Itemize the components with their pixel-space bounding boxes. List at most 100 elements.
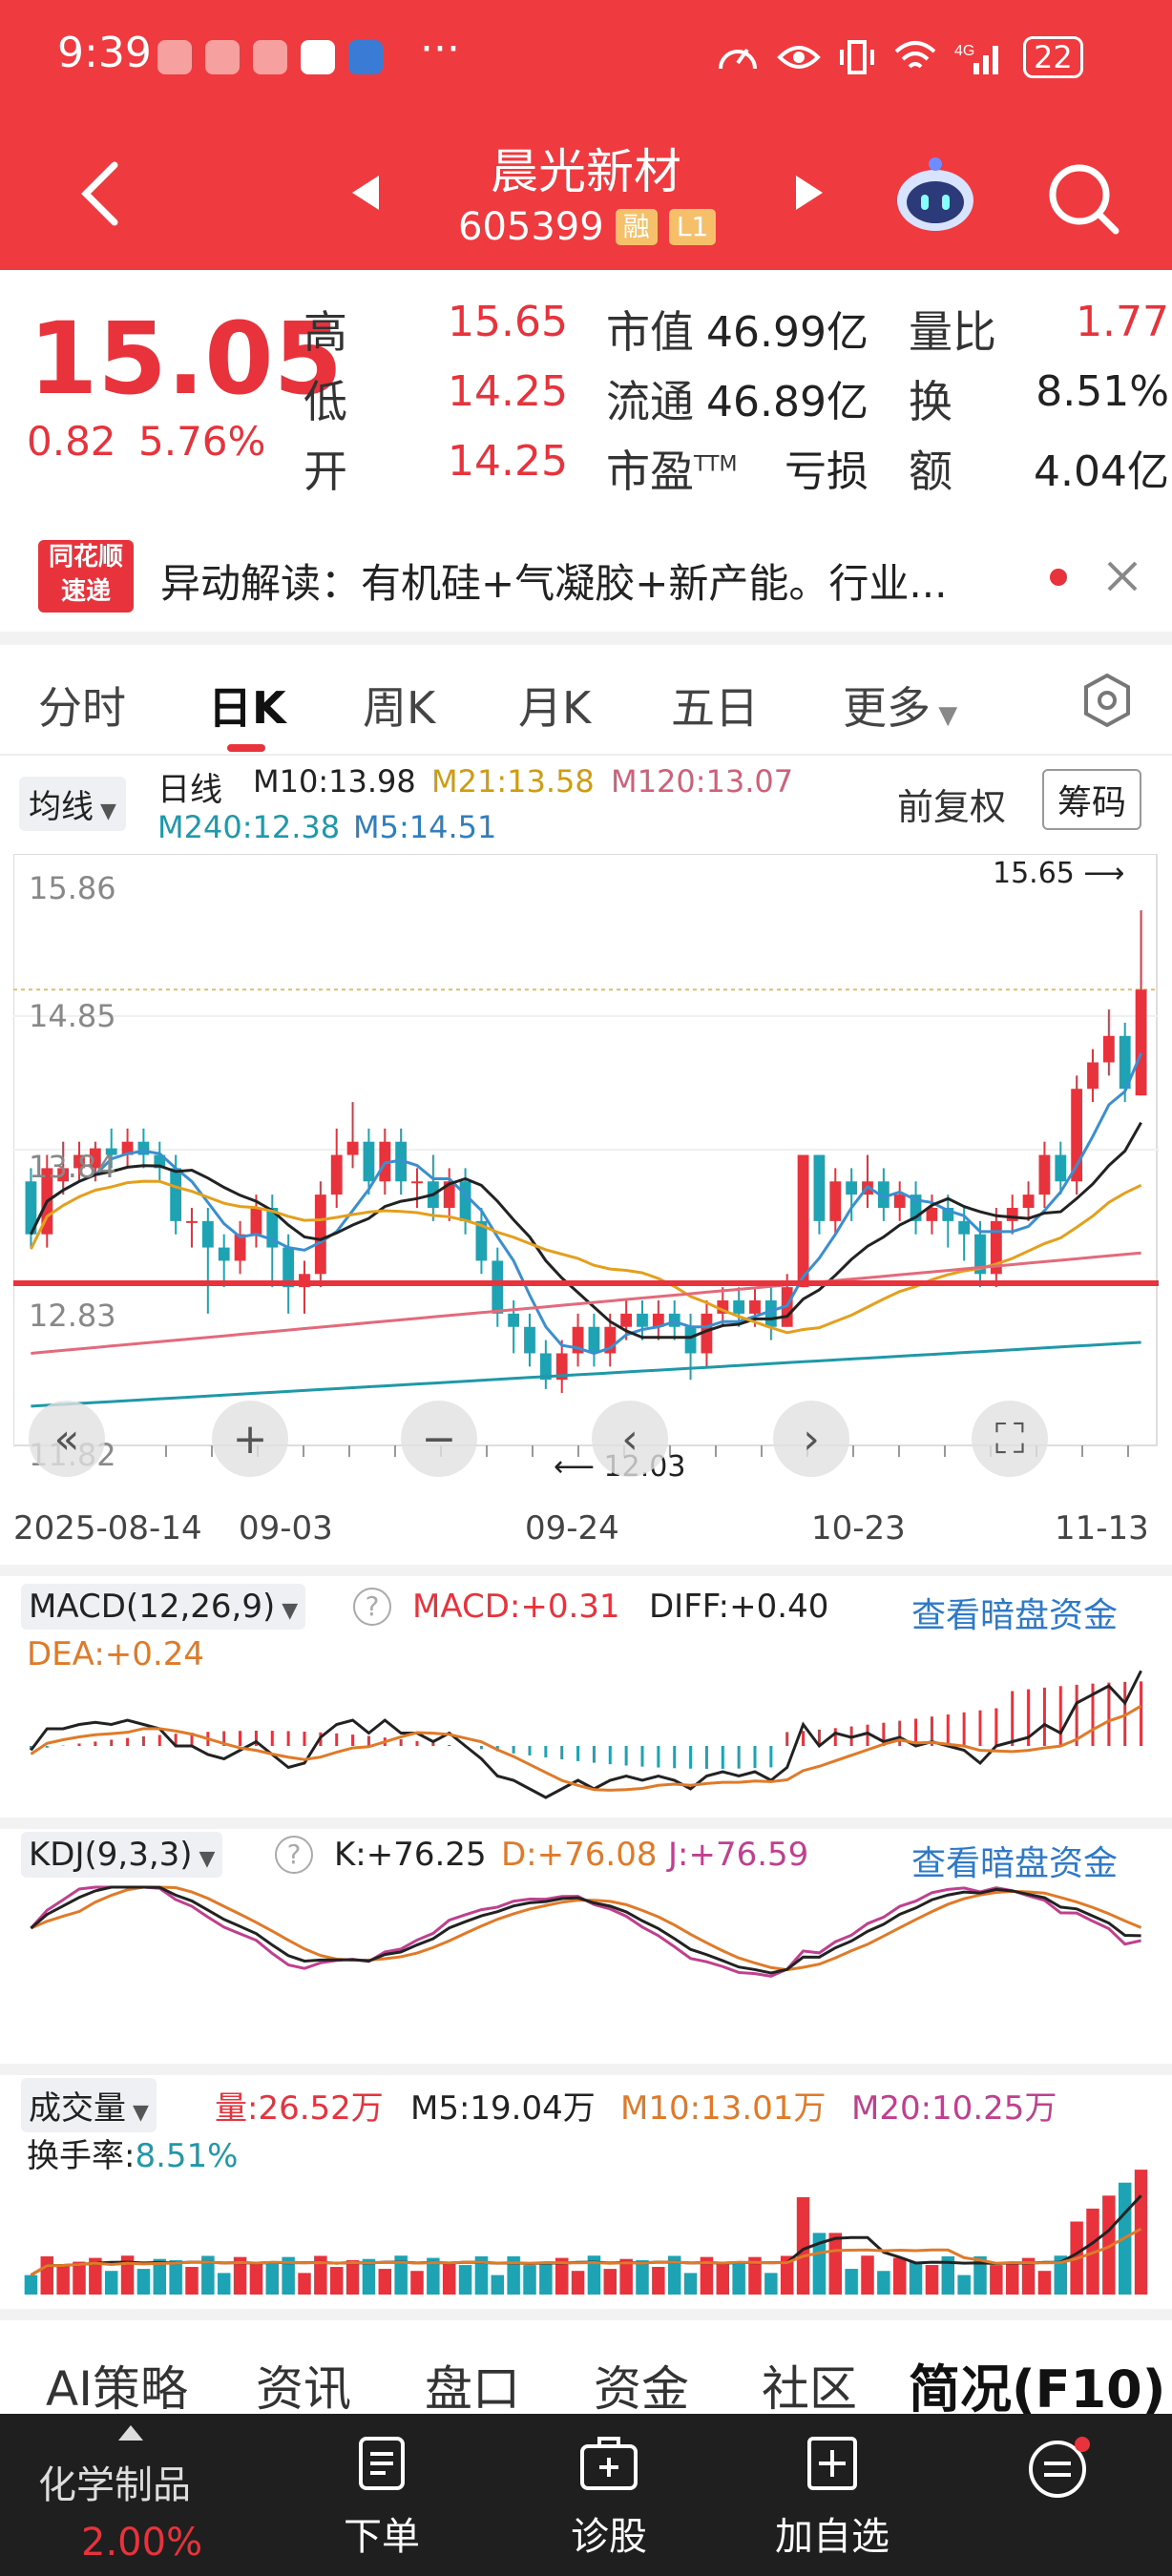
value-amount: 4.04亿: [1034, 447, 1169, 496]
zoom-in-button[interactable]: +: [212, 1401, 288, 1477]
volume-bar: [892, 2257, 907, 2295]
expand-up-icon[interactable]: [116, 2423, 145, 2442]
back-icon[interactable]: [76, 160, 124, 227]
zoom-out-button[interactable]: −: [401, 1401, 477, 1477]
prev-button[interactable]: ‹: [592, 1401, 668, 1477]
wifi-icon: [894, 41, 936, 69]
close-icon[interactable]: [1105, 559, 1140, 593]
volume-bar: [828, 2233, 843, 2295]
settings-icon[interactable]: [1080, 672, 1134, 729]
tab-more[interactable]: 更多 ▼: [843, 682, 958, 734]
news-bar[interactable]: 同花顺 速递 异动解读：有机硅+气凝胶+新产能。行业...: [0, 527, 1172, 622]
dark-pool-link[interactable]: 查看暗盘资金: [911, 1844, 1119, 1883]
volume-bar: [56, 2265, 70, 2295]
tab-f10[interactable]: 简况(F10): [909, 2359, 1166, 2420]
volume-bar: [442, 2261, 456, 2295]
label-low: 低: [303, 376, 347, 427]
last-price: 15.05: [29, 301, 343, 417]
dark-pool-link[interactable]: 查看暗盘资金: [911, 1596, 1119, 1635]
candlestick-chart[interactable]: [13, 854, 1159, 1484]
tab-community[interactable]: 社区: [762, 2361, 857, 2417]
volume-bar: [764, 2273, 778, 2295]
volume-bar: [298, 2273, 311, 2295]
add-watchlist-icon[interactable]: [806, 2435, 859, 2492]
menu-icon[interactable]: [1025, 2435, 1092, 2502]
battery-icon: 22: [1023, 36, 1083, 78]
candle: [459, 1181, 471, 1221]
volume-bar: [153, 2258, 167, 2295]
volume-bar: [314, 2255, 327, 2295]
help-icon[interactable]: ?: [353, 1588, 391, 1626]
tab-intraday[interactable]: 分时: [38, 682, 126, 734]
macd-selector[interactable]: MACD(12,26,9) ▼: [21, 1584, 306, 1630]
robot-assistant-icon[interactable]: [892, 153, 978, 235]
scroll-left-button[interactable]: «: [29, 1401, 105, 1477]
diagnose-icon[interactable]: [578, 2435, 639, 2492]
ma10-line: [30, 1121, 1142, 1340]
chip-button[interactable]: 筹码: [1042, 769, 1142, 830]
candle: [829, 1181, 842, 1221]
tab-five-day[interactable]: 五日: [671, 682, 759, 734]
nav-diagnose[interactable]: 诊股: [571, 2515, 647, 2559]
volume-bar: [1102, 2195, 1116, 2295]
candle: [539, 1353, 552, 1381]
stock-name: 晨光新材: [491, 144, 681, 199]
sector-name[interactable]: 化学制品: [38, 2463, 191, 2507]
candle: [1071, 1089, 1083, 1182]
volume-bar: [652, 2267, 665, 2295]
tab-weekly-k[interactable]: 周K: [363, 682, 436, 734]
candle: [1055, 1154, 1067, 1182]
tab-monthly-k[interactable]: 月K: [518, 682, 592, 734]
volume-bar: [394, 2255, 408, 2295]
candle: [813, 1154, 826, 1221]
candle: [926, 1207, 938, 1221]
candle: [701, 1313, 713, 1354]
volume-bar: [233, 2256, 247, 2295]
prev-stock-icon[interactable]: [348, 174, 383, 212]
kdj-selector[interactable]: KDJ(9,3,3) ▼: [21, 1832, 223, 1878]
volume-bar: [169, 2260, 182, 2295]
value-volume-ratio: 1.77: [1076, 298, 1169, 346]
nav-add-watchlist[interactable]: 加自选: [775, 2515, 889, 2559]
label-amount: 额: [909, 446, 952, 497]
macd-dea: DEA:+0.24: [27, 1635, 204, 1673]
divider: [0, 632, 1172, 645]
tab-ai-strategy[interactable]: AI策略: [46, 2361, 188, 2417]
tab-daily-k[interactable]: 日K: [208, 682, 286, 734]
search-icon[interactable]: [1045, 160, 1121, 237]
tab-divider: [0, 754, 1172, 756]
volume-bar: [812, 2233, 827, 2295]
fq-toggle[interactable]: 前复权: [897, 786, 1007, 828]
vibrate-icon: [840, 40, 874, 74]
volume-bar: [973, 2255, 987, 2295]
volume-selector[interactable]: 成交量 ▼: [21, 2078, 157, 2132]
label-high: 高: [303, 306, 347, 358]
tab-news[interactable]: 资讯: [256, 2361, 351, 2417]
next-button[interactable]: ›: [773, 1401, 849, 1477]
next-stock-icon[interactable]: [792, 174, 827, 212]
candle: [764, 1300, 777, 1327]
label-pe: 市盈TTM: [606, 446, 738, 497]
x-label: 09-24: [525, 1509, 619, 1548]
volume-chart: [24, 2170, 1148, 2295]
help-icon[interactable]: ?: [275, 1836, 313, 1874]
candle: [508, 1313, 520, 1327]
candle: [652, 1313, 664, 1327]
nav-order[interactable]: 下单: [344, 2515, 420, 2559]
speed-icon: [719, 48, 757, 70]
macd-value: MACD:+0.31: [412, 1588, 620, 1626]
y-tick: 12.83: [29, 1298, 116, 1334]
candle: [1022, 1195, 1035, 1208]
kdj-k: K:+76.25: [334, 1836, 487, 1874]
order-icon[interactable]: [355, 2435, 408, 2492]
fullscreen-button[interactable]: ⛶: [972, 1401, 1048, 1477]
x-label: 09-03: [239, 1509, 333, 1548]
tab-capital[interactable]: 资金: [594, 2361, 689, 2417]
volume-bar: [587, 2255, 601, 2295]
candle: [1119, 1035, 1131, 1090]
ma-selector[interactable]: 均线 ▼: [19, 777, 126, 831]
candle: [1102, 1035, 1115, 1063]
tab-order-book[interactable]: 盘口: [425, 2361, 520, 2417]
value-open: 14.25: [448, 437, 568, 486]
stock-code: 605399: [458, 205, 604, 249]
